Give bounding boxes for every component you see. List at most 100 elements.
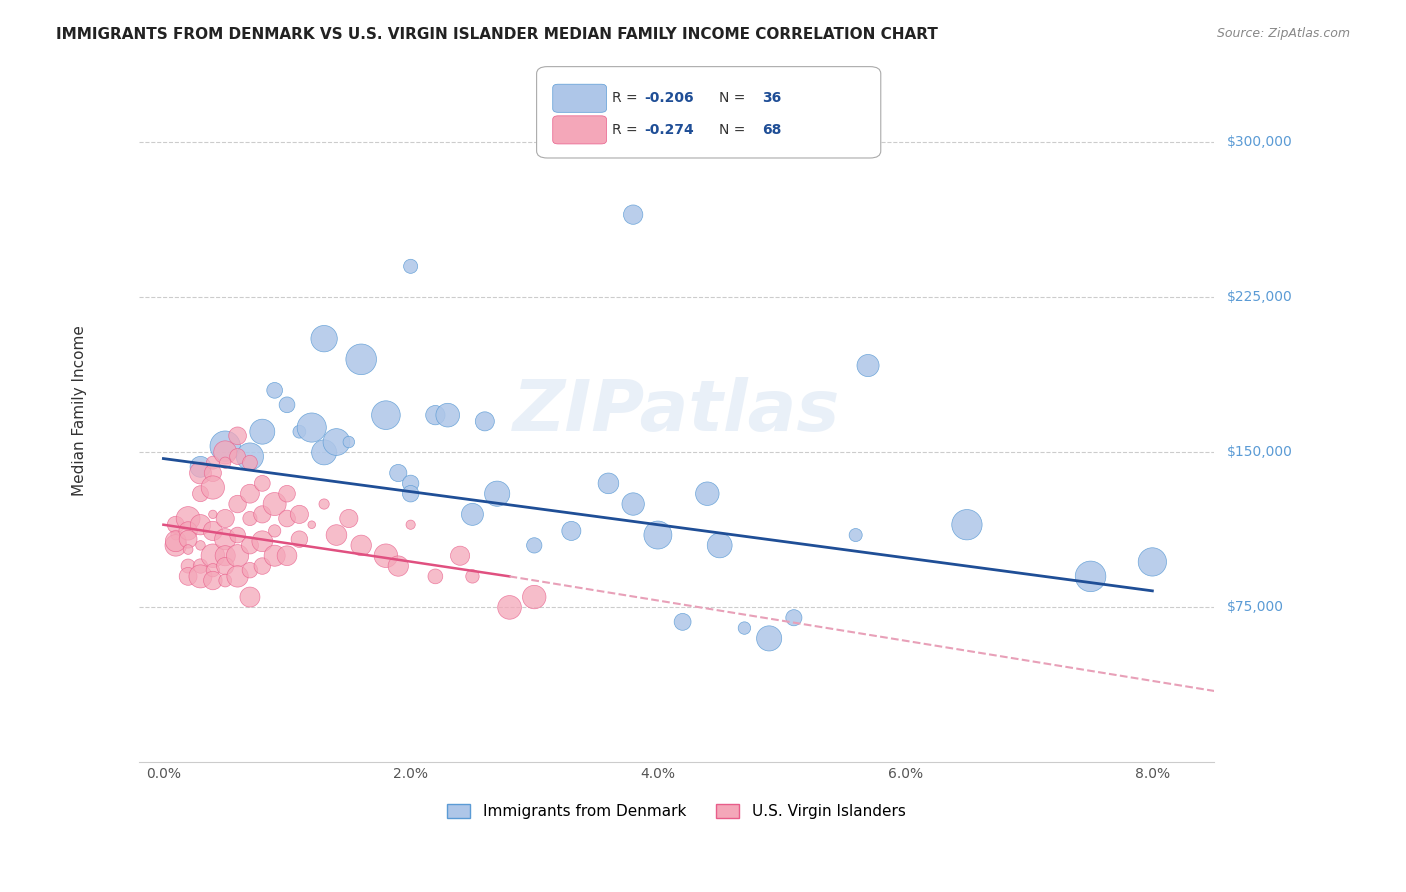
Point (190, 459, 212, 474)
Point (387, 466, 409, 480)
Text: 68: 68 (762, 123, 782, 136)
Point (214, 439, 236, 453)
Point (783, 611, 806, 625)
Point (214, 574, 236, 588)
Point (337, 435, 360, 450)
Point (337, 511, 360, 525)
Point (399, 260, 422, 274)
Point (201, 466, 224, 480)
Point (201, 574, 224, 588)
Point (461, 569, 484, 583)
Point (425, 569, 447, 583)
Text: N =: N = (720, 123, 751, 136)
Point (226, 528, 249, 542)
Legend: Immigrants from Denmark, U.S. Virgin Islanders: Immigrants from Denmark, U.S. Virgin Isl… (441, 797, 911, 825)
FancyBboxPatch shape (553, 116, 606, 144)
Point (399, 486, 422, 500)
FancyBboxPatch shape (537, 67, 880, 158)
Text: $150,000: $150,000 (1226, 445, 1292, 459)
Point (252, 508, 274, 522)
Point (399, 476, 422, 491)
Point (226, 569, 249, 583)
Point (523, 590, 546, 604)
Point (201, 456, 224, 470)
Point (758, 632, 780, 646)
Point (621, 208, 644, 222)
Point (190, 538, 212, 552)
Point (314, 332, 336, 346)
Point (252, 425, 274, 439)
Point (177, 511, 200, 525)
Point (214, 549, 236, 563)
Text: R =: R = (612, 91, 643, 105)
Point (387, 559, 409, 574)
Point (263, 524, 285, 538)
Point (474, 414, 496, 428)
Point (190, 486, 212, 500)
Point (399, 517, 422, 532)
Text: Source: ZipAtlas.com: Source: ZipAtlas.com (1216, 27, 1350, 40)
Point (1142, 555, 1164, 569)
Point (165, 538, 187, 552)
Point (374, 408, 396, 422)
Point (226, 549, 249, 563)
Point (226, 429, 249, 443)
Point (325, 528, 347, 542)
Point (177, 524, 200, 538)
Point (239, 450, 262, 464)
Point (1080, 569, 1102, 583)
Point (374, 549, 396, 563)
Point (301, 517, 323, 532)
Point (276, 486, 298, 500)
Point (647, 528, 669, 542)
Text: ZIPatlas: ZIPatlas (513, 376, 841, 445)
Text: $75,000: $75,000 (1226, 600, 1284, 615)
FancyBboxPatch shape (553, 84, 606, 112)
Point (252, 534, 274, 549)
Point (177, 569, 200, 583)
Point (733, 621, 755, 635)
Text: $300,000: $300,000 (1226, 136, 1292, 149)
Point (190, 517, 212, 532)
Point (190, 466, 212, 480)
Point (486, 486, 509, 500)
Point (671, 615, 693, 629)
Point (252, 559, 274, 574)
Point (201, 563, 224, 577)
Point (288, 425, 311, 439)
Point (425, 408, 447, 422)
Point (288, 532, 311, 546)
Point (214, 445, 236, 459)
Point (276, 398, 298, 412)
Point (214, 559, 236, 574)
Point (190, 569, 212, 583)
Point (239, 590, 262, 604)
Point (560, 524, 582, 538)
Point (252, 476, 274, 491)
Text: -0.206: -0.206 (644, 91, 693, 105)
Point (201, 508, 224, 522)
Point (201, 549, 224, 563)
Point (190, 559, 212, 574)
Point (856, 359, 879, 373)
Point (201, 481, 224, 495)
Point (239, 538, 262, 552)
Text: IMMIGRANTS FROM DENMARK VS U.S. VIRGIN ISLANDER MEDIAN FAMILY INCOME CORRELATION: IMMIGRANTS FROM DENMARK VS U.S. VIRGIN I… (56, 27, 938, 42)
Point (621, 497, 644, 511)
Point (314, 497, 336, 511)
Point (696, 486, 718, 500)
Point (239, 563, 262, 577)
Point (288, 508, 311, 522)
Text: N =: N = (720, 91, 751, 105)
Point (461, 508, 484, 522)
Point (498, 600, 520, 615)
Text: -0.274: -0.274 (644, 123, 695, 136)
Point (214, 511, 236, 525)
Point (201, 524, 224, 538)
Point (598, 476, 620, 491)
Point (226, 497, 249, 511)
Point (177, 559, 200, 574)
Point (956, 517, 979, 532)
Point (350, 538, 373, 552)
Point (436, 408, 458, 422)
